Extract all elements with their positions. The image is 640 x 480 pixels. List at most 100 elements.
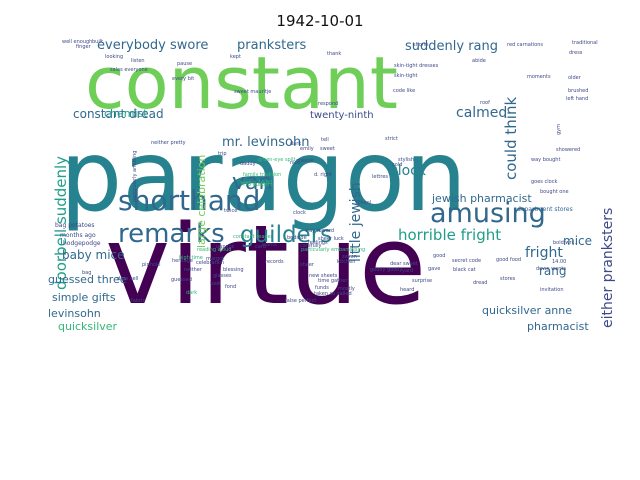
cloud-word: large celebration [195, 155, 208, 248]
cloud-word: dare sell [117, 276, 138, 282]
cloud-word: every bit [172, 76, 194, 82]
cloud-word: older [568, 75, 582, 81]
cloud-word: built [92, 39, 103, 45]
cloud-word: clock [293, 210, 306, 216]
cloud-word: time gather [318, 278, 348, 284]
cloud-word: doorbell suddenly [52, 156, 70, 290]
cloud-word: funds [315, 285, 329, 291]
cloud-word: way toward [305, 228, 334, 234]
cloud-word: bold wri... [553, 240, 578, 246]
cloud-word: trip [218, 151, 227, 157]
cloud-word: amusing [430, 198, 546, 229]
cloud-word: shorthand [118, 184, 260, 217]
cloud-word: rang [539, 264, 567, 278]
cloud-word: pharmacist [527, 320, 589, 333]
chart-title: 1942-10-01 [276, 12, 364, 30]
cloud-word: mice [563, 234, 592, 248]
cloud-word: department stores [517, 206, 573, 213]
cloud-word: goody goody [370, 267, 402, 273]
cloud-word: pranksters [237, 38, 307, 53]
cloud-word: card [255, 244, 266, 250]
cloud-word: shorts [413, 42, 429, 48]
cloud-word: carefully [300, 243, 322, 249]
cloud-word: wants [262, 242, 277, 248]
cloud-word: bag potatoes [55, 222, 95, 229]
cloud-word: guilders [240, 222, 332, 248]
cloud-word: stylish [398, 157, 414, 163]
cloud-word: clock [390, 163, 427, 179]
cloud-word: calmed [456, 105, 507, 121]
cloud-word: took [210, 281, 221, 287]
cloud-word: way bought [531, 157, 560, 163]
cloud-word: good [433, 253, 445, 259]
cloud-word: feelings [308, 240, 328, 246]
cloud-word: taken so called [314, 291, 352, 297]
cloud-word: particularly embarrassing [301, 247, 365, 253]
cloud-word: black cat [453, 267, 476, 273]
cloud-word: kitchen [337, 259, 355, 265]
cloud-word: looking [105, 54, 123, 60]
cloud-word: false perfect [285, 298, 316, 304]
cloud-word: invitation [540, 287, 564, 293]
cloud-word: cold [392, 162, 402, 168]
cloud-word: emily [300, 146, 314, 152]
cloud-word: van [232, 170, 272, 195]
cloud-word: sheer luck [318, 236, 344, 242]
cloud-word: levinsohn [48, 307, 101, 320]
cloud-word: goes clock [531, 179, 557, 185]
cloud-word: finger [76, 44, 92, 50]
cloud-word: roof [480, 100, 490, 106]
cloud-word: saving 16.00 [240, 180, 272, 186]
cloud-word: cheese [296, 158, 314, 164]
cloud-word: brushed [568, 88, 588, 94]
cloud-word: pause [177, 61, 192, 67]
cloud-word: hodgepodge [63, 240, 101, 247]
cloud-word: thank [327, 51, 341, 57]
cloud-word: constant dread [73, 107, 164, 121]
cloud-word: mr. levinsohn [222, 135, 309, 150]
cloud-word: constant [85, 41, 398, 125]
cloud-word: remarks [118, 219, 225, 249]
cloud-word: could think [502, 97, 520, 180]
cloud-word: records [265, 259, 284, 265]
cloud-word: seven [342, 254, 357, 260]
cloud-word: particularly amusing [132, 151, 138, 202]
cloud-word: 14.00 [552, 259, 566, 265]
cloud-word: chemist [104, 107, 148, 120]
cloud-word: secret code [452, 258, 481, 264]
cloud-word: dread [473, 280, 487, 286]
cloud-word: respond [318, 101, 338, 107]
cloud-word: celebration [196, 260, 224, 266]
cloud-word: baby mice [62, 248, 125, 262]
cloud-word: pinhole [142, 262, 160, 268]
cloud-word: twenty-ninth [310, 110, 374, 121]
cloud-word: high time [179, 255, 203, 261]
cloud-word: guessed [171, 277, 192, 283]
cloud-word: green-eye spilt [258, 157, 296, 163]
cloud-word: twice [224, 208, 237, 214]
cloud-word: dress [569, 50, 583, 56]
cloud-word: d. right [314, 172, 332, 178]
cloud-word: suddenly rang [405, 39, 498, 54]
cloud-word: months ago [60, 232, 96, 239]
cloud-word: daddy [240, 161, 256, 167]
cloud-word: gym [556, 124, 562, 135]
cloud-word: horrible fright [398, 226, 501, 244]
cloud-word: skin-tight dresses [394, 63, 439, 69]
cloud-word: little jewish [348, 182, 364, 262]
cloud-word: gave [428, 266, 440, 272]
cloud-word: either pranksters [600, 208, 616, 328]
cloud-word: virtue [105, 201, 426, 329]
cloud-word: dark [290, 141, 301, 147]
cloud-word: simple gifts [52, 291, 116, 304]
cloud-word: reading aloud [197, 247, 231, 253]
cloud-word: good food [496, 257, 521, 263]
cloud-word: fond [225, 284, 236, 290]
cloud-word: guessed three [48, 273, 127, 286]
cloud-word: neither [184, 267, 203, 273]
cloud-word: fright [525, 245, 563, 261]
cloud-word: mostly [338, 286, 355, 292]
cloud-word: bag [82, 270, 91, 276]
cloud-word: sweet mauritje [234, 89, 271, 95]
cloud-word: 7.75 guilders [240, 182, 273, 188]
